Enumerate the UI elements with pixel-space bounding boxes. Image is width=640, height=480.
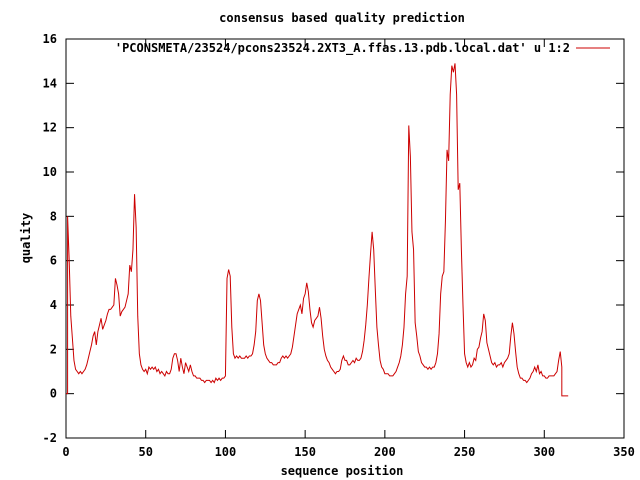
x-tick-label: 0 <box>62 445 69 459</box>
chart-title: consensus based quality prediction <box>219 11 465 25</box>
x-tick-label: 200 <box>374 445 396 459</box>
y-tick-label: 8 <box>50 209 57 223</box>
y-axis-label: quality <box>19 213 33 264</box>
legend: 'PCONSMETA/23524/pcons23524.2XT3_A.ffas.… <box>115 41 610 56</box>
y-tick-label: 14 <box>43 76 57 90</box>
y-tick-label: -2 <box>43 431 57 445</box>
x-tick-label: 350 <box>613 445 635 459</box>
y-tick-label: 4 <box>50 298 57 312</box>
plot-frame <box>65 38 625 439</box>
x-tick-label: 300 <box>533 445 555 459</box>
series-line <box>66 63 569 397</box>
x-tick-label: 50 <box>138 445 152 459</box>
axis-ticks: 0 50 100 150 200 250 300 350 -2 0 2 4 6 8 10 12 14 16 <box>43 32 635 459</box>
y-tick-label: 10 <box>43 165 57 179</box>
y-tick-label: 0 <box>50 387 57 401</box>
x-tick-label: 100 <box>215 445 237 459</box>
y-tick-label: 6 <box>50 254 57 268</box>
y-tick-label: 12 <box>43 121 57 135</box>
y-tick-label: 2 <box>50 342 57 356</box>
x-axis-label: sequence position <box>281 464 404 478</box>
legend-label: 'PCONSMETA/23524/pcons23524.2XT3_A.ffas.… <box>115 41 570 56</box>
x-tick-label: 150 <box>294 445 316 459</box>
x-tick-label: 250 <box>454 445 476 459</box>
y-tick-label: 16 <box>43 32 57 46</box>
series-layer <box>66 63 569 397</box>
